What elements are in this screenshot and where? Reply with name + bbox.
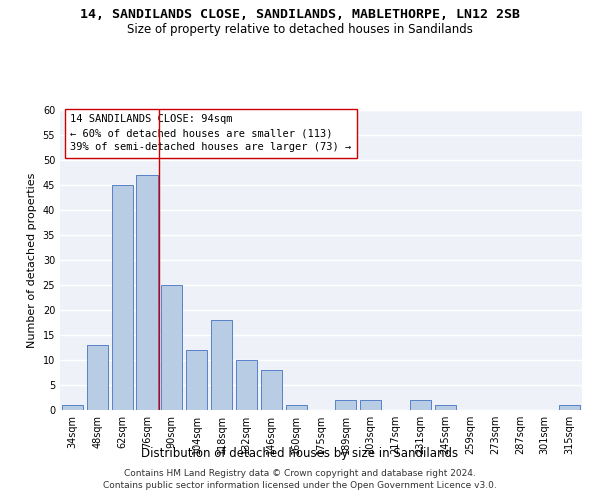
Bar [87, 345, 108, 410]
Bar [410, 400, 431, 410]
Bar [236, 360, 257, 410]
Y-axis label: Number of detached properties: Number of detached properties [27, 172, 37, 348]
Bar [360, 400, 381, 410]
Text: Distribution of detached houses by size in Sandilands: Distribution of detached houses by size … [142, 448, 458, 460]
Bar [62, 405, 83, 410]
Bar [286, 405, 307, 410]
Text: Contains HM Land Registry data © Crown copyright and database right 2024.: Contains HM Land Registry data © Crown c… [124, 468, 476, 477]
Bar [136, 175, 158, 410]
Bar [261, 370, 282, 410]
Bar [559, 405, 580, 410]
Text: Contains public sector information licensed under the Open Government Licence v3: Contains public sector information licen… [103, 481, 497, 490]
Text: 14 SANDILANDS CLOSE: 94sqm
← 60% of detached houses are smaller (113)
39% of sem: 14 SANDILANDS CLOSE: 94sqm ← 60% of deta… [70, 114, 352, 152]
Bar [161, 285, 182, 410]
Bar [211, 320, 232, 410]
Bar [335, 400, 356, 410]
Text: 14, SANDILANDS CLOSE, SANDILANDS, MABLETHORPE, LN12 2SB: 14, SANDILANDS CLOSE, SANDILANDS, MABLET… [80, 8, 520, 20]
Text: Size of property relative to detached houses in Sandilands: Size of property relative to detached ho… [127, 22, 473, 36]
Bar [186, 350, 207, 410]
Bar [435, 405, 456, 410]
Bar [112, 185, 133, 410]
